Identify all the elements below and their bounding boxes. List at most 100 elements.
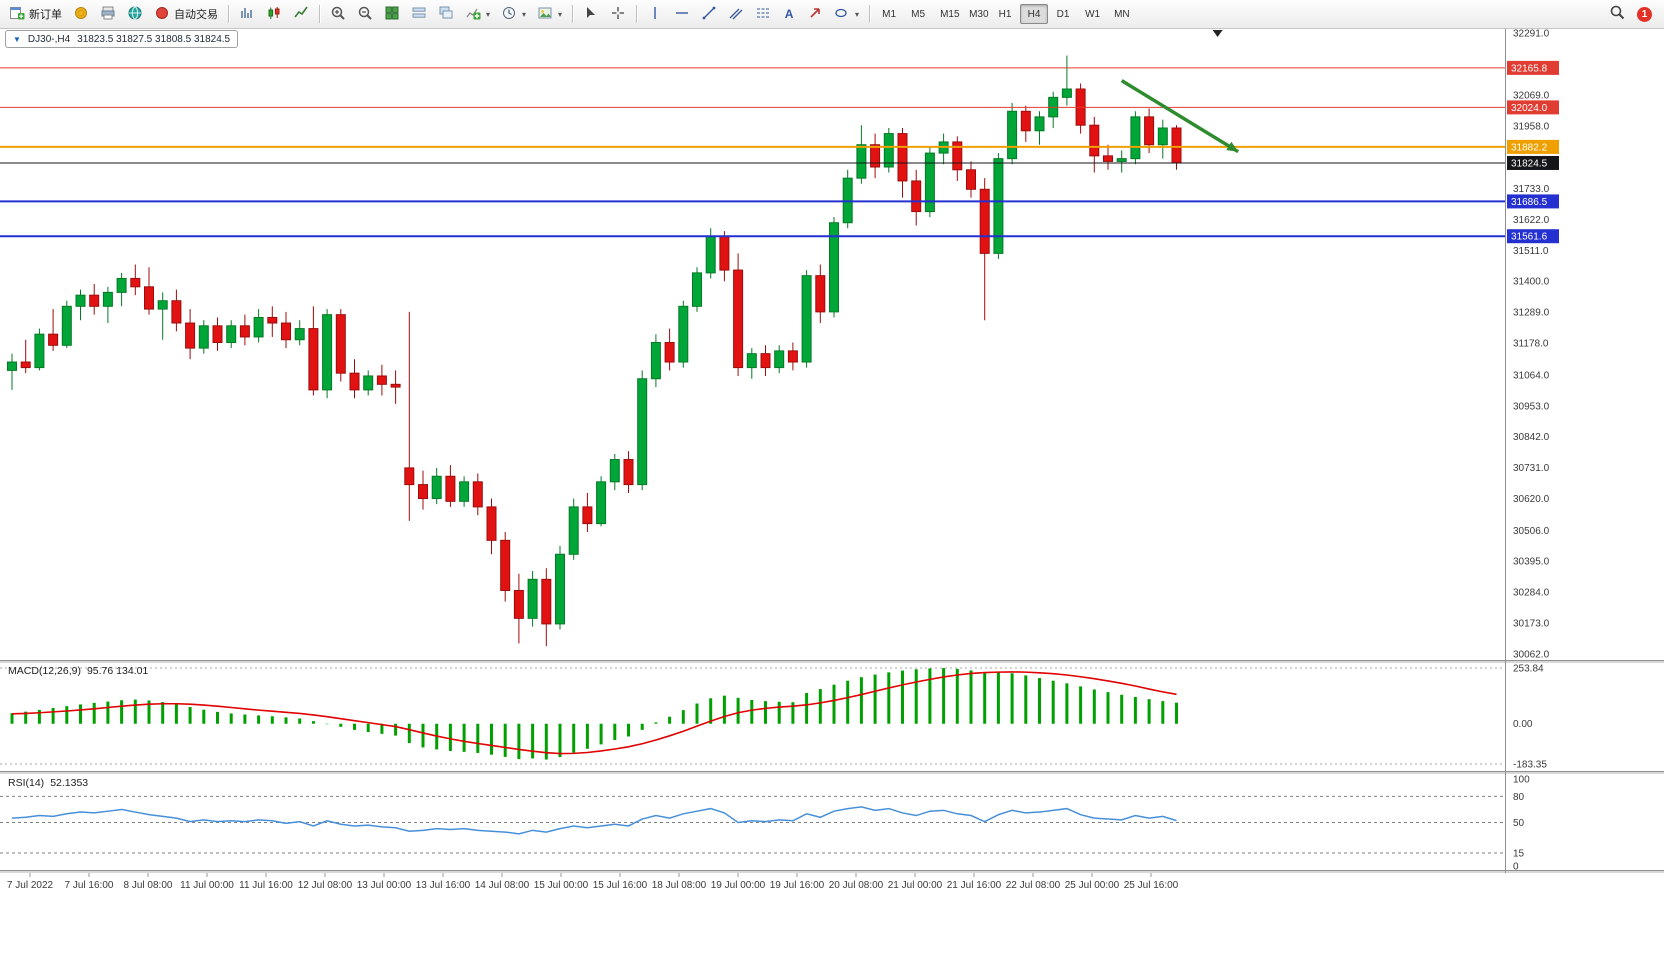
coins-button[interactable]	[68, 3, 94, 25]
web-terminal-button[interactable]	[122, 3, 148, 25]
fibonacci-tool-button[interactable]	[750, 3, 776, 25]
cascade-windows-icon	[438, 5, 454, 24]
timeframe-H1[interactable]: H1	[991, 4, 1019, 24]
toolbar-separator	[869, 5, 871, 23]
svg-text:32165.8: 32165.8	[1511, 63, 1548, 74]
svg-text:15 Jul 00:00: 15 Jul 00:00	[534, 880, 589, 891]
svg-text:12 Jul 08:00: 12 Jul 08:00	[298, 880, 353, 891]
candle	[486, 506, 497, 541]
candle	[418, 484, 428, 500]
macd-pane: 253.84 0.00 -183.35	[0, 664, 1547, 771]
arrange-windows-button[interactable]	[406, 3, 432, 25]
candle	[733, 269, 744, 369]
tile-windows-button[interactable]	[379, 3, 405, 25]
candle	[130, 277, 141, 288]
shapes-tool-button[interactable]: ▾	[829, 3, 864, 25]
macd-histogram	[10, 668, 1178, 760]
channel-tool-button[interactable]	[723, 3, 749, 25]
svg-text:25 Jul 16:00: 25 Jul 16:00	[1124, 880, 1179, 891]
crosshair-button[interactable]	[605, 3, 631, 25]
cursor-button[interactable]	[578, 3, 604, 25]
candles	[7, 55, 1182, 647]
ellipse-shape-icon	[834, 5, 850, 24]
candlestick-chart-button[interactable]	[261, 3, 287, 25]
toolbar-separator	[572, 5, 574, 23]
price-badge	[1507, 100, 1559, 115]
candle	[760, 353, 771, 369]
candle	[555, 553, 565, 625]
globe-icon	[127, 5, 143, 24]
candle	[527, 578, 538, 619]
crosshair-icon	[610, 5, 626, 24]
svg-text:22 Jul 08:00: 22 Jul 08:00	[1006, 880, 1061, 891]
candle	[472, 481, 483, 508]
svg-text:25 Jul 00:00: 25 Jul 00:00	[1065, 880, 1120, 891]
notification-badge[interactable]: 1	[1637, 6, 1652, 22]
timeframe-MN[interactable]: MN	[1107, 4, 1135, 24]
indicators-icon	[465, 5, 481, 24]
svg-text:253.84: 253.84	[1513, 664, 1544, 675]
candle	[75, 294, 86, 307]
search-button[interactable]	[1604, 3, 1631, 25]
candle	[1144, 116, 1155, 146]
periods-button[interactable]: ▾	[496, 3, 531, 25]
svg-text:31958.0: 31958.0	[1513, 121, 1550, 132]
candle	[1007, 110, 1018, 160]
new-order-button[interactable]: 新订单	[4, 3, 67, 25]
arrows-tool-button[interactable]	[802, 3, 828, 25]
timeframe-W1[interactable]: W1	[1078, 4, 1106, 24]
one-click-trading-expand-icon[interactable]: ▼	[13, 34, 21, 44]
candlestick-icon	[266, 5, 282, 24]
vertical-line-tool-button[interactable]	[642, 3, 668, 25]
trend-arrow[interactable]	[1120, 79, 1240, 154]
chart-shift-marker[interactable]	[1212, 30, 1223, 37]
timeframe-M1[interactable]: M1	[875, 4, 903, 24]
pane-separator[interactable]	[0, 870, 1664, 873]
timeframe-M30[interactable]: M30	[962, 4, 990, 24]
candle	[144, 286, 154, 310]
candle	[349, 372, 360, 391]
zoom-in-button[interactable]	[325, 3, 351, 25]
auto-trading-label: 自动交易	[174, 9, 218, 21]
bar-chart-button[interactable]	[234, 3, 260, 25]
pane-separator[interactable]	[0, 660, 1664, 663]
indicators-button[interactable]: ▾	[460, 3, 495, 25]
price-levels[interactable]: 32165.8 32024.0 31882.2 31686.5 31561.6 31824…	[0, 60, 1559, 244]
printer-button[interactable]	[95, 3, 121, 25]
price-badge	[1507, 194, 1559, 209]
horizontal-line-icon	[674, 5, 690, 24]
candle	[815, 275, 826, 313]
svg-text:30842.0: 30842.0	[1513, 432, 1550, 443]
timeframe-M5[interactable]: M5	[904, 4, 932, 24]
toolbar-separator	[319, 5, 320, 23]
timeframe-group: M1 M5 M15 M30 H1 H4 D1 W1 MN	[875, 4, 1135, 24]
line-chart-button[interactable]	[288, 3, 314, 25]
candle	[89, 294, 100, 307]
timeframe-M15[interactable]: M15	[933, 4, 961, 24]
trendline-tool-button[interactable]	[696, 3, 722, 25]
new-order-icon	[9, 5, 25, 24]
candle	[596, 481, 607, 525]
horizontal-line-tool-button[interactable]	[669, 3, 695, 25]
cascade-windows-button[interactable]	[433, 3, 459, 25]
templates-button[interactable]: ▾	[532, 3, 567, 25]
svg-text:8 Jul 08:00: 8 Jul 08:00	[124, 880, 173, 891]
arrange-windows-icon	[411, 5, 427, 24]
timeframe-H4[interactable]: H4	[1020, 4, 1049, 24]
text-tool-button[interactable]: A	[777, 3, 801, 25]
candle	[61, 305, 72, 346]
zoom-out-button[interactable]	[352, 3, 378, 25]
candle	[390, 383, 401, 388]
svg-text:31561.6: 31561.6	[1511, 232, 1548, 243]
candle	[7, 361, 17, 371]
chart-ohlc-values: 31823.5 31827.5 31808.5 31824.5	[77, 33, 231, 45]
arrow-tool-icon	[807, 5, 823, 24]
timeframe-D1[interactable]: D1	[1049, 4, 1077, 24]
chevron-down-icon: ▾	[522, 9, 527, 19]
candle	[116, 277, 127, 293]
rsi-value: 52.1353	[50, 777, 89, 789]
auto-trading-button[interactable]: 自动交易	[149, 3, 223, 25]
pane-separator[interactable]	[0, 771, 1664, 774]
macd-signal-line	[11, 671, 1177, 755]
